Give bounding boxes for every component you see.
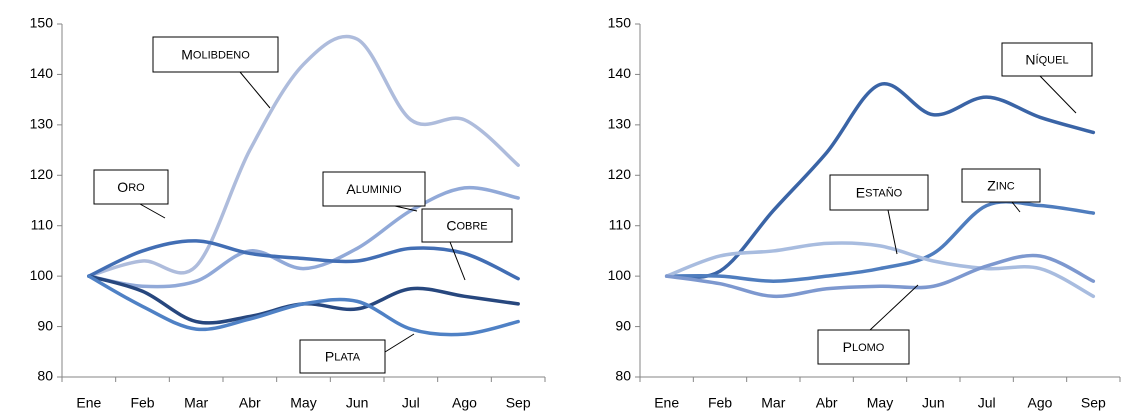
callout-pointer — [384, 333, 415, 353]
series-line-molibdeno — [87, 34, 520, 278]
callout-pointer — [1011, 201, 1021, 213]
x-tick-label: Abr — [816, 395, 838, 411]
callout-oro: ORO — [93, 169, 169, 219]
callout-cobre: COBRE — [421, 208, 513, 281]
x-tick-label: Ene — [654, 395, 679, 411]
series-line-zinc — [664, 199, 1096, 283]
y-tick-label: 80 — [37, 368, 53, 384]
callout-pointer — [449, 241, 466, 281]
y-tick-label: 120 — [30, 166, 54, 182]
callout-box — [299, 339, 386, 374]
callout-box — [961, 168, 1041, 203]
y-tick-label: 140 — [608, 65, 632, 81]
x-tick-label: Jul — [978, 395, 996, 411]
callout-box — [817, 329, 910, 365]
x-tick-label: Abr — [239, 395, 261, 411]
y-tick-label: 150 — [608, 15, 632, 31]
x-tick-label: May — [867, 395, 893, 411]
x-tick-label: Mar — [761, 395, 785, 411]
y-tick-label: 130 — [30, 116, 54, 132]
y-tick-label: 110 — [31, 216, 54, 232]
callout-label: ALUMINIO — [346, 181, 402, 197]
callout-box — [322, 171, 426, 207]
y-tick-label: 100 — [608, 267, 632, 283]
y-tick-label: 130 — [608, 116, 632, 132]
series-line-plomo — [664, 253, 1096, 299]
callout-box — [152, 36, 279, 73]
x-tick-label: Jul — [402, 395, 420, 411]
y-tick-label: 140 — [30, 65, 54, 81]
x-tick-label: Sep — [506, 395, 531, 411]
x-tick-label: May — [290, 395, 316, 411]
x-tick-label: Ene — [76, 395, 101, 411]
chart-2: 80 90 100 110 120 130 140 150 Ene Feb Mar Abr May Jun… — [608, 15, 1121, 411]
callout-label: ZINC — [987, 177, 1015, 193]
callout-aluminio: ALUMINIO — [322, 171, 426, 212]
callout-pointer — [869, 284, 919, 331]
y-tick-label: 120 — [608, 166, 632, 182]
callout-label: COBRE — [446, 217, 487, 233]
callout-label: ORO — [117, 179, 145, 195]
series-line-oro — [87, 239, 520, 281]
y-tick-label: 100 — [30, 267, 54, 283]
x-tick-label: Ago — [452, 395, 477, 411]
series-line-aluminio — [87, 185, 520, 289]
y-tick-label: 90 — [37, 317, 53, 333]
y-tick-label: 90 — [615, 317, 631, 333]
x-tick-label: Mar — [184, 395, 208, 411]
callout-label: NÍQUEL — [1025, 51, 1068, 67]
series-line-estaño — [664, 241, 1096, 299]
callout-níquel: NÍQUEL — [1001, 42, 1093, 114]
callout-label: ESTAÑO — [856, 184, 903, 200]
callout-label: PLATA — [325, 348, 361, 364]
series-line-plata — [87, 274, 520, 337]
callout-plomo: PLOMO — [817, 284, 919, 365]
callout-box — [421, 208, 513, 243]
callout-box — [1001, 42, 1093, 77]
x-tick-label: Jun — [346, 395, 369, 411]
x-tick-label: Sep — [1081, 395, 1106, 411]
callout-plata: PLATA — [299, 333, 415, 374]
callout-pointer — [239, 71, 271, 109]
callout-label: PLOMO — [843, 339, 885, 355]
callout-pointer — [887, 209, 898, 255]
callout-pointer — [394, 205, 418, 212]
y-tick-label: 80 — [615, 368, 631, 384]
y-tick-label: 110 — [609, 216, 632, 232]
x-tick-label: Ago — [1028, 395, 1053, 411]
callout-box — [93, 169, 169, 205]
y-tick-label: 150 — [30, 15, 54, 31]
chart-1: 80 90 100 110 120 130 140 150 Ene Feb Mar Abr May Jun… — [30, 15, 546, 411]
x-tick-label: Feb — [708, 395, 732, 411]
x-tick-label: Feb — [130, 395, 154, 411]
callout-molibdeno: MOLIBDENO — [152, 36, 279, 109]
series-line-cobre — [87, 274, 520, 325]
callout-pointer — [139, 203, 166, 219]
callout-pointer — [1039, 75, 1077, 114]
callout-estaño: ESTAÑO — [829, 174, 929, 255]
x-tick-label: Jun — [922, 395, 945, 411]
callout-zinc: ZINC — [961, 168, 1041, 213]
callout-label: MOLIBDENO — [181, 46, 250, 62]
callout-box — [829, 174, 929, 211]
